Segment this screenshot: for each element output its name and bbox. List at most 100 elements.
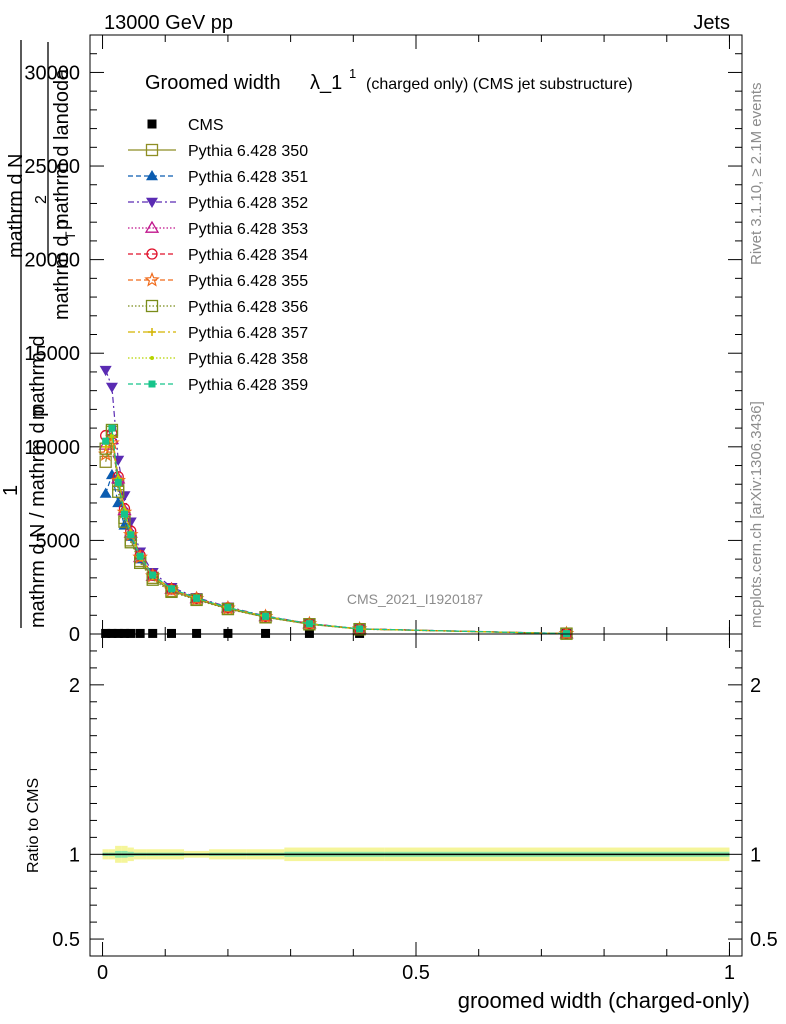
- title-sup: 1: [349, 66, 356, 81]
- main-plot-panel: 0 5000 10000 15000 20000 25000 30000 CMS_2021_…: [24, 34, 743, 646]
- legend-entry: Pythia 6.428 352: [128, 195, 308, 212]
- legend-label: Pythia 6.428 353: [188, 221, 308, 238]
- series-line: [105, 441, 567, 635]
- ratio-y-tick-label: 0.5: [52, 929, 80, 951]
- legend-label: Pythia 6.428 352: [188, 195, 308, 212]
- ratio-y-tick-label: 2: [69, 675, 80, 697]
- plot-title: Groomed width λ_1 1 (charged only) (CMS …: [145, 66, 633, 94]
- legend-marker: [146, 170, 158, 181]
- data-point: [262, 612, 270, 620]
- data-point: [99, 455, 112, 468]
- ratio-ylabel: Ratio to CMS: [25, 778, 42, 873]
- rivet-label: Rivet 3.1.10, ≥ 2.1M events: [748, 83, 765, 266]
- legend-marker: [150, 356, 154, 360]
- y-tick-label: 25000: [24, 156, 80, 178]
- watermark: CMS_2021_I1920187: [347, 591, 483, 607]
- legend-marker: [147, 119, 157, 129]
- ratio-y-tick-label: 1: [69, 844, 80, 866]
- data-point: [224, 604, 232, 612]
- data-point: [105, 382, 118, 393]
- legend-marker: [146, 248, 158, 260]
- main-ylabel: 1 mathrm d N / mathrm d p mathrm d mathr…: [0, 40, 78, 628]
- ratio-plot-frame: [89, 633, 743, 957]
- legend-marker: [144, 271, 160, 287]
- legend-marker: [144, 220, 160, 233]
- legend-entry: CMS: [147, 117, 224, 134]
- ratio-y-tick-label-right: 0.5: [750, 929, 778, 951]
- series-pythia-350: [99, 425, 573, 640]
- data-point: [113, 628, 123, 638]
- data-point: [135, 628, 145, 638]
- data-point: [99, 487, 112, 498]
- legend-label: Pythia 6.428 354: [188, 247, 308, 264]
- data-point: [127, 531, 135, 539]
- title-suffix: (charged only) (CMS jet substructure): [366, 76, 633, 93]
- legend-entry: Pythia 6.428 354: [128, 247, 308, 264]
- data-point: [112, 485, 125, 498]
- ylabel-part-3: mathrm d: [27, 336, 49, 420]
- legend-entry: Pythia 6.428 353: [128, 220, 308, 238]
- ratio-y-tick-label-right: 2: [750, 675, 761, 697]
- legend-entry: Pythia 6.428 359: [128, 377, 308, 394]
- series-line: [105, 438, 567, 635]
- data-point: [114, 478, 122, 486]
- data-point: [149, 571, 157, 579]
- data-point: [109, 433, 114, 438]
- legend-label: Pythia 6.428 359: [188, 377, 308, 394]
- series-line: [105, 429, 567, 635]
- ratio-bands: [102, 845, 730, 863]
- series-line: [105, 472, 567, 635]
- legend-entry: Pythia 6.428 356: [128, 299, 308, 316]
- legend: CMS Pythia 6.428 350 Pythia 6.428 351 Pythi…: [128, 117, 308, 394]
- title-symbol: λ_1: [310, 72, 342, 94]
- ylabel-part-7: mathrm d landoda: [51, 68, 73, 230]
- legend-marker: [145, 143, 159, 157]
- legend-entry: Pythia 6.428 350: [128, 143, 308, 160]
- y-tick-label: 10000: [24, 437, 80, 459]
- series-pythia-359: [102, 424, 570, 638]
- series-pythia-355: [97, 434, 575, 641]
- data-point: [107, 628, 117, 638]
- main-series-group: [97, 365, 575, 641]
- data-point: [102, 437, 110, 445]
- legend-marker: [146, 197, 158, 208]
- y-tick-label: 5000: [36, 530, 81, 552]
- ylabel-part-5: mathrm d p: [51, 219, 73, 320]
- series-pythia-357: [101, 433, 571, 638]
- series-pythia-354: [100, 428, 573, 640]
- ylabel-part-2: mathrm d N / mathrm d p: [27, 406, 49, 628]
- legend-label: Pythia 6.428 350: [188, 143, 308, 160]
- y-tick-label: 15000: [24, 343, 80, 365]
- y-tick-label: 20000: [24, 250, 80, 272]
- series-pythia-353: [98, 432, 574, 639]
- data-point: [99, 365, 112, 377]
- data-point: [108, 424, 116, 432]
- data-point: [167, 628, 176, 638]
- legend-entry: Pythia 6.428 355: [128, 271, 308, 290]
- legend-marker: [148, 328, 156, 336]
- main-axis-ticks: 0 5000 10000 15000 20000 25000 30000: [24, 35, 742, 646]
- data-point: [120, 510, 128, 518]
- legend-label: Pythia 6.428 351: [188, 169, 308, 186]
- data-point: [168, 585, 175, 593]
- series-cms: [101, 628, 571, 638]
- x-tick-label: 0: [97, 962, 108, 984]
- data-point: [192, 628, 202, 638]
- data-point: [193, 594, 201, 602]
- ylabel-part-6: T: [62, 231, 78, 240]
- legend-label: Pythia 6.428 357: [188, 325, 308, 342]
- series-line: [105, 434, 567, 635]
- data-point: [261, 628, 271, 638]
- legend-marker: [145, 299, 159, 313]
- legend-entry: Pythia 6.428 357: [128, 325, 308, 342]
- series-line: [105, 431, 567, 635]
- series-line: [105, 432, 567, 635]
- series-pythia-356: [99, 423, 573, 640]
- ratio-plot-panel: 0.5 0.5 1 1 2 2 0 0.5 1 Ratio to CMS: [25, 633, 778, 984]
- header-right: Jets: [693, 12, 730, 34]
- data-point: [119, 628, 129, 638]
- ylabel-part-1: 1: [0, 485, 22, 496]
- data-point: [101, 628, 111, 638]
- mcplots-label: mcplots.cern.ch [arXiv:1306.3436]: [748, 401, 765, 628]
